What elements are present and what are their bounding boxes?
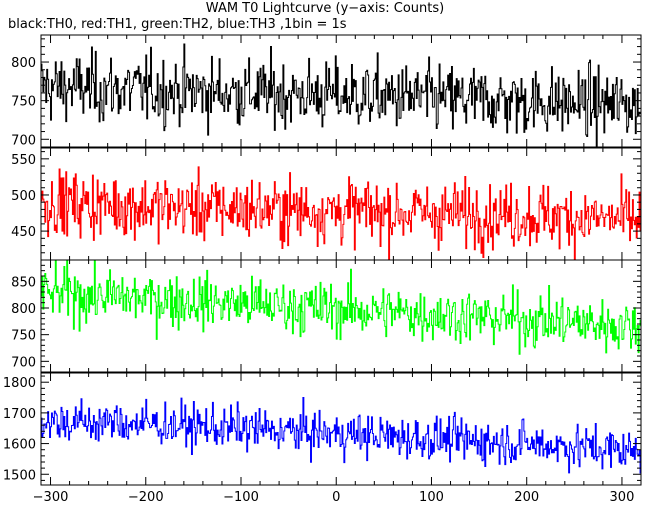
y-tick-label: 750 bbox=[11, 329, 36, 344]
x-tick-label: −200 bbox=[128, 490, 164, 505]
y-tick-label: 800 bbox=[11, 302, 36, 317]
panel-frame-th2 bbox=[40, 259, 642, 373]
lightcurve-th1 bbox=[41, 166, 641, 260]
y-tick-label: 1800 bbox=[3, 376, 36, 391]
y-tick-label: 750 bbox=[11, 95, 36, 110]
lightcurve-th2 bbox=[41, 260, 641, 355]
x-tick-label: −100 bbox=[223, 490, 259, 505]
y-tick-label: 800 bbox=[11, 56, 36, 71]
y-tick-label: 450 bbox=[11, 225, 36, 240]
lightcurve-th0 bbox=[41, 43, 641, 147]
y-tick-label: 700 bbox=[11, 133, 36, 148]
x-tick-label: −300 bbox=[33, 490, 69, 505]
y-tick-label: 1600 bbox=[3, 438, 36, 453]
chart-title: WAM T0 Lightcurve (y−axis: Counts) bbox=[205, 1, 445, 16]
chart-subtitle: black:TH0, red:TH1, green:TH2, blue:TH3 … bbox=[8, 17, 347, 32]
y-tick-label: 1700 bbox=[3, 407, 36, 422]
x-tick-label: 200 bbox=[514, 490, 539, 505]
panel-frame-th0 bbox=[40, 34, 642, 148]
y-tick-label: 700 bbox=[11, 355, 36, 370]
lightcurve-th3 bbox=[41, 396, 641, 474]
x-tick-label: 0 bbox=[332, 490, 340, 505]
panel-frame-th3 bbox=[40, 372, 642, 486]
y-tick-label: 1500 bbox=[3, 468, 36, 483]
y-tick-label: 500 bbox=[11, 189, 36, 204]
x-tick-label: 100 bbox=[419, 490, 444, 505]
y-tick-label: 850 bbox=[11, 275, 36, 290]
x-tick-label: 300 bbox=[610, 490, 635, 505]
y-tick-label: 550 bbox=[11, 153, 36, 168]
